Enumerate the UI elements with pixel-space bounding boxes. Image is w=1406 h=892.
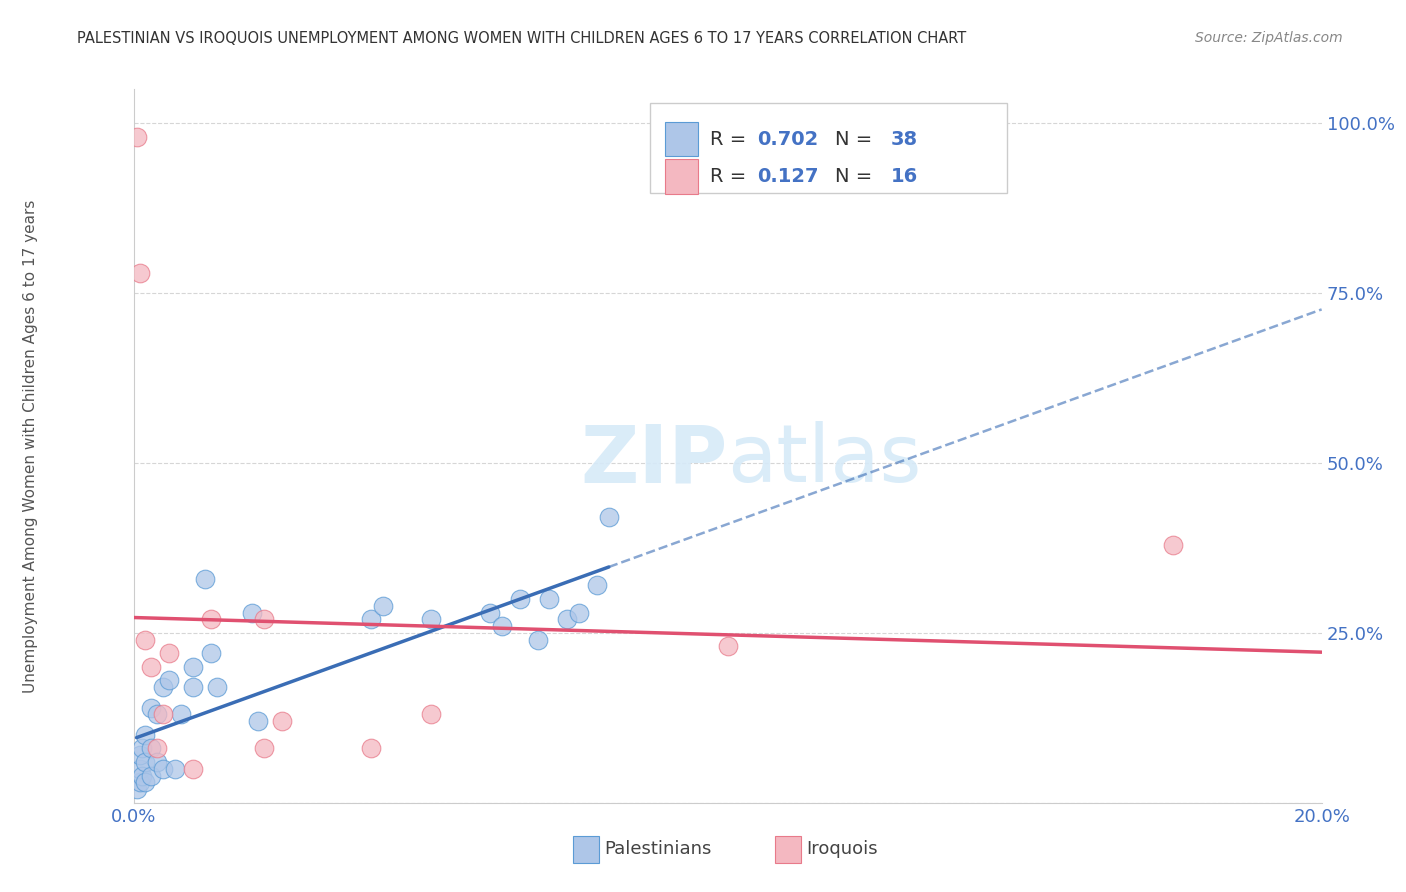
Point [146,707,169,722]
Point [538,591,561,606]
Text: 38: 38 [890,129,918,149]
Point [717,640,740,654]
Text: R =: R = [710,129,752,149]
Point [146,741,169,756]
Point [181,660,204,674]
Point [141,769,163,783]
Point [253,741,276,756]
Point [152,762,174,776]
Point [371,599,394,613]
Text: R =: R = [710,167,758,186]
Text: 0.702: 0.702 [758,129,818,149]
Point [491,619,513,633]
Point [419,612,441,626]
Point [181,680,204,694]
Point [181,762,204,776]
Text: Iroquois: Iroquois [806,840,877,858]
Point [360,612,382,626]
Point [194,572,217,586]
Point [134,755,156,769]
Point [131,741,153,756]
Text: 16: 16 [890,167,918,186]
Point [152,680,174,694]
Bar [665,160,697,194]
Point [146,755,169,769]
Point [157,646,180,660]
Point [526,632,548,647]
Text: Unemployment Among Women with Children Ages 6 to 17 years: Unemployment Among Women with Children A… [24,199,38,693]
Point [141,741,163,756]
Point [134,632,156,647]
Text: Source: ZipAtlas.com: Source: ZipAtlas.com [1195,31,1343,45]
Point [152,707,174,722]
Point [128,775,150,789]
Bar [665,122,697,156]
Point [509,591,531,606]
Point [200,646,222,660]
Text: 0.127: 0.127 [758,167,818,186]
Point [253,612,276,626]
Text: N =: N = [835,167,877,186]
Text: ZIP: ZIP [581,421,728,500]
Bar [775,836,801,863]
Text: atlas: atlas [728,421,922,500]
Point [165,762,187,776]
Point [131,769,153,783]
Point [125,782,148,797]
Point [141,660,163,674]
Point [360,741,382,756]
Point [125,129,148,144]
Point [247,714,270,729]
Text: PALESTINIAN VS IROQUOIS UNEMPLOYMENT AMONG WOMEN WITH CHILDREN AGES 6 TO 17 YEAR: PALESTINIAN VS IROQUOIS UNEMPLOYMENT AMO… [77,31,966,46]
Point [128,762,150,776]
Point [200,612,222,626]
Point [128,748,150,763]
Point [598,510,620,524]
Point [157,673,180,688]
Point [242,606,264,620]
Bar [574,836,599,863]
Point [1161,537,1184,551]
Point [555,612,578,626]
Point [271,714,294,729]
Point [134,728,156,742]
Point [170,707,193,722]
Point [141,700,163,714]
Point [205,680,228,694]
Point [568,606,591,620]
Point [478,606,501,620]
Point [586,578,609,592]
Point [128,266,150,280]
Text: Palestinians: Palestinians [605,840,711,858]
Bar [651,103,1007,193]
Text: N =: N = [835,129,877,149]
Point [134,775,156,789]
Point [419,707,441,722]
